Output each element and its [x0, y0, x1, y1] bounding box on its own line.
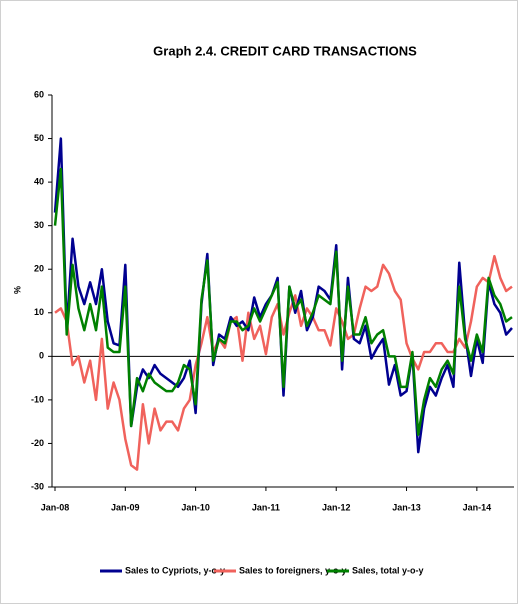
x-tick-label: Jan-09 — [111, 502, 140, 512]
chart-title: Graph 2.4. CREDIT CARD TRANSACTIONS — [153, 43, 417, 58]
y-tick-label: 50 — [34, 133, 44, 143]
y-tick-label: -10 — [31, 394, 44, 404]
legend-label: Sales to foreigners, y-o-y — [239, 565, 347, 575]
x-tick-label: Jan-13 — [392, 502, 421, 512]
y-axis-label: % — [12, 286, 22, 294]
series-line — [54, 254, 513, 471]
y-tick-label: -20 — [31, 438, 44, 448]
series-line — [53, 167, 513, 436]
y-tick-label: 0 — [39, 351, 44, 361]
x-tick-label: Jan-08 — [41, 502, 70, 512]
y-tick-label: -30 — [31, 481, 44, 491]
y-tick-label: 60 — [34, 89, 44, 99]
y-tick-label: 40 — [34, 176, 44, 186]
y-tick-label: 10 — [34, 307, 44, 317]
x-tick-label: Jan-14 — [463, 502, 492, 512]
y-tick-label: 20 — [34, 264, 44, 274]
legend-label: Sales to Cypriots, y-o-y — [125, 565, 225, 575]
x-tick-label: Jan-10 — [181, 502, 210, 512]
x-tick-label: Jan-11 — [252, 502, 280, 512]
legend-label: Sales, total y-o-y — [352, 565, 424, 575]
y-tick-label: 30 — [34, 220, 44, 230]
x-tick-label: Jan-12 — [322, 502, 351, 512]
